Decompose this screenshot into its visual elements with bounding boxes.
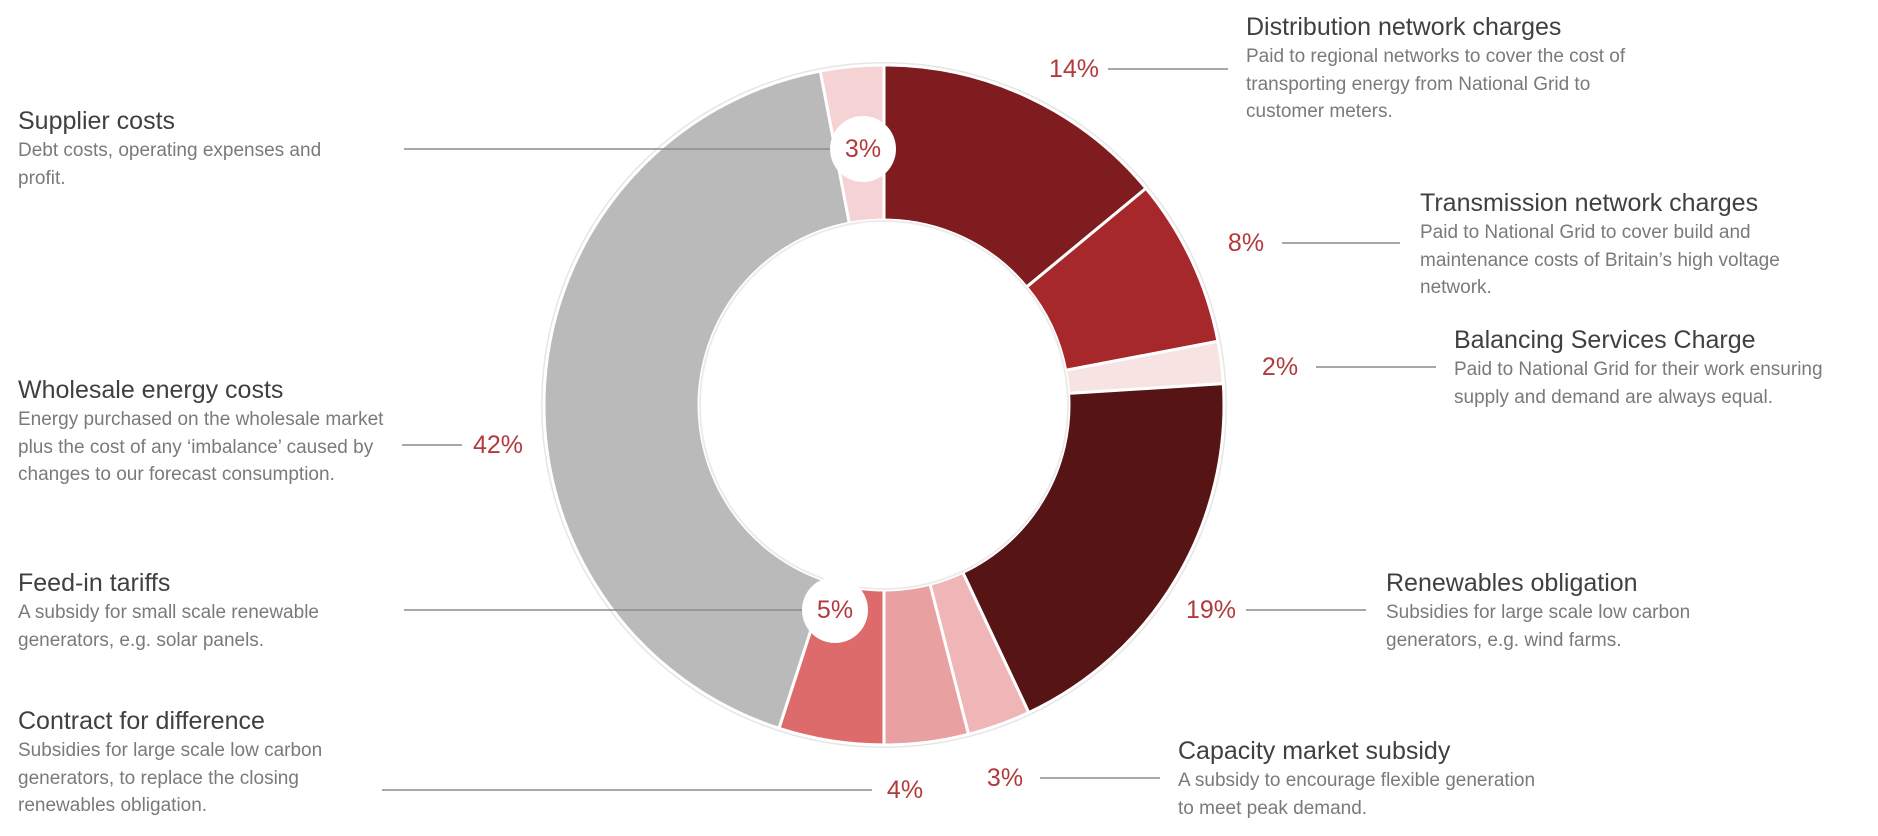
segment-description: Subsidies for large scale low carbon gen… xyxy=(18,740,323,816)
segment-name: Contract for difference xyxy=(18,707,265,735)
segment-name: Supplier costs xyxy=(18,107,176,135)
segment-name: Feed-in tariffs xyxy=(18,569,171,597)
segment-description: Paid to regional networks to cover the c… xyxy=(1246,46,1626,122)
donut-hole xyxy=(699,220,1069,590)
segment-description: Paid to National Grid to cover build and… xyxy=(1420,222,1780,298)
label-supplier-costs: Supplier costs Debt costs, operating exp… xyxy=(18,106,368,192)
data-label-wholesale-energy-costs: 42% xyxy=(473,431,523,459)
segment-name: Renewables obligation xyxy=(1386,569,1638,597)
label-wholesale: Wholesale energy costs Energy purchased … xyxy=(18,375,398,489)
label-contract-for-difference: Contract for difference Subsidies for la… xyxy=(18,706,378,820)
data-label-feed-in-tariffs: 5% xyxy=(817,596,853,624)
data-label-distribution-network-charges: 14% xyxy=(1049,55,1099,83)
segment-name: Capacity market subsidy xyxy=(1178,737,1451,765)
label-transmission: Transmission network charges Paid to Nat… xyxy=(1420,188,1800,302)
label-bubble-supplier-costs xyxy=(830,116,896,182)
label-bubble-feed-in-tariffs xyxy=(802,577,868,643)
label-feed-in-tariffs: Feed-in tariffs A subsidy for small scal… xyxy=(18,568,378,654)
label-distribution: Distribution network charges Paid to reg… xyxy=(1246,12,1626,126)
segment-description: Debt costs, operating expenses and profi… xyxy=(18,140,322,189)
segment-description: Energy purchased on the wholesale market… xyxy=(18,409,384,485)
segment-description: A subsidy for small scale renewable gene… xyxy=(18,602,319,651)
label-renewables-obligation: Renewables obligation Subsidies for larg… xyxy=(1386,568,1766,654)
segment-description: Paid to National Grid for their work ens… xyxy=(1454,359,1823,408)
segment-name: Distribution network charges xyxy=(1246,13,1562,41)
segment-description: Subsidies for large scale low carbon gen… xyxy=(1386,602,1691,651)
data-label-contract-for-difference: 4% xyxy=(887,776,923,804)
data-label-supplier-costs: 3% xyxy=(845,135,881,163)
segment-description: A subsidy to encourage flexible generati… xyxy=(1178,770,1536,819)
segment-name: Wholesale energy costs xyxy=(18,376,284,404)
segment-name: Transmission network charges xyxy=(1420,189,1759,217)
data-label-renewables-obligation: 19% xyxy=(1186,596,1236,624)
data-label-transmission-network-charges: 8% xyxy=(1228,229,1264,257)
data-label-capacity-market-subsidy: 3% xyxy=(987,764,1023,792)
label-capacity-market: Capacity market subsidy A subsidy to enc… xyxy=(1178,736,1538,822)
data-label-balancing-services-charge: 2% xyxy=(1262,353,1298,381)
label-balancing: Balancing Services Charge Paid to Nation… xyxy=(1454,325,1874,411)
segment-name: Balancing Services Charge xyxy=(1454,326,1756,354)
